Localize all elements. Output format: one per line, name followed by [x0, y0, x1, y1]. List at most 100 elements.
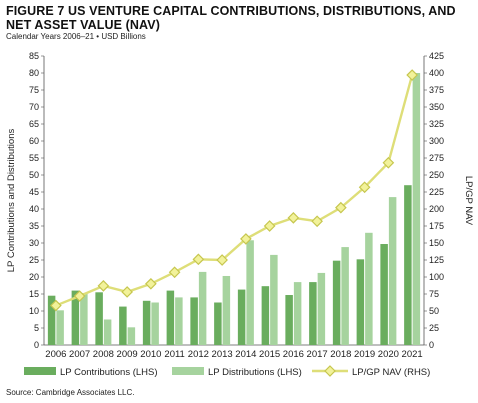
x-tick-label: 2009: [117, 349, 138, 360]
x-tick-label: 2012: [188, 349, 209, 360]
y-tick-label-right: 425: [429, 51, 444, 61]
nav-line-group: [50, 69, 418, 312]
bar-contributions: [190, 297, 198, 345]
y-tick-label-left: 25: [29, 255, 39, 265]
x-tick-label: 2014: [235, 349, 256, 360]
labels-group: 0 5 10 15 20 25 30 35 40 45 50 55 60 65 70 75 80 85 0 25 50 7…: [6, 51, 474, 360]
bar-contributions: [380, 244, 388, 345]
y-tick-label-left: 30: [29, 238, 39, 248]
y-tick-label-right: 225: [429, 187, 444, 197]
source-note: Source: Cambridge Associates LLC.: [6, 388, 135, 397]
y-tick-label-left: 85: [29, 51, 39, 61]
y-tick-label-right: 350: [429, 102, 444, 112]
y-tick-label-left: 50: [29, 170, 39, 180]
y-tick-label-left: 45: [29, 187, 39, 197]
nav-marker: [73, 290, 86, 302]
y-tick-label-left: 15: [29, 289, 39, 299]
nav-marker: [168, 266, 181, 279]
nav-marker: [287, 211, 300, 224]
bar-distributions: [222, 275, 231, 345]
legend-swatch-distributions: [172, 367, 204, 375]
y-tick-label-right: 275: [429, 153, 444, 163]
y-tick-label-left: 20: [29, 272, 39, 282]
y-tick-label-right: 325: [429, 119, 444, 129]
y-tick-label-left: 70: [29, 102, 39, 112]
y-axis-title-right: LP/GP NAV: [463, 176, 474, 226]
x-tick-label: 2008: [93, 349, 114, 360]
bar-distributions: [317, 272, 326, 345]
bar-distributions: [293, 282, 302, 345]
y-tick-label-right: 0: [429, 340, 434, 350]
bars-group: [47, 73, 421, 345]
y-tick-label-right: 100: [429, 272, 444, 282]
nav-marker: [358, 181, 371, 194]
x-tick-label: 2016: [283, 349, 304, 360]
bar-distributions: [80, 292, 88, 345]
bar-contributions: [285, 295, 293, 345]
nav-marker: [335, 201, 347, 214]
y-tick-label-left: 55: [29, 153, 39, 163]
y-tick-label-left: 60: [29, 136, 39, 146]
bar-distributions: [412, 73, 421, 345]
bar-contributions: [47, 295, 56, 345]
legend: LP Contributions (LHS) LP Distributions (…: [24, 365, 430, 378]
nav-marker: [121, 286, 133, 298]
y-tick-label-right: 25: [429, 323, 439, 333]
bar-distributions: [127, 327, 136, 345]
y-tick-label-right: 400: [429, 68, 444, 78]
y-tick-label-right: 50: [429, 306, 439, 316]
bar-contributions: [119, 306, 127, 345]
y-tick-label-left: 5: [34, 323, 39, 333]
bar-contributions: [214, 302, 222, 345]
nav-marker: [192, 253, 205, 266]
bar-distributions: [270, 254, 278, 345]
nav-marker: [216, 254, 228, 266]
bar-contributions: [71, 290, 80, 345]
bar-distributions: [246, 240, 254, 345]
bar-distributions: [151, 302, 159, 345]
bar-contributions: [404, 185, 412, 345]
x-tick-label: 2011: [164, 349, 184, 360]
nav-line: [55, 74, 414, 307]
x-tick-label: 2010: [140, 349, 161, 360]
y-tick-label-right: 125: [429, 255, 444, 265]
bar-distributions: [365, 232, 373, 345]
y-tick-label-right: 300: [429, 136, 444, 146]
bar-contributions: [237, 289, 246, 345]
bar-contributions: [356, 259, 365, 345]
bar-distributions: [341, 247, 349, 345]
x-tick-label: 2013: [212, 349, 233, 360]
nav-marker: [263, 220, 276, 232]
x-tick-label: 2019: [354, 349, 375, 360]
legend-swatch-contributions: [24, 367, 56, 375]
nav-marker: [240, 233, 252, 245]
x-tick-label: 2020: [378, 349, 399, 360]
legend-label-contributions: LP Contributions (LHS): [60, 367, 158, 378]
legend-marker-nav: [324, 365, 336, 377]
x-tick-label: 2006: [45, 349, 66, 360]
nav-marker: [145, 277, 157, 290]
bar-contributions: [142, 300, 151, 345]
bar-contributions: [309, 282, 317, 345]
y-tick-label-left: 0: [34, 340, 39, 350]
y-axis-title-left: LP Contributions and Distributions: [6, 129, 17, 273]
bar-contributions: [332, 260, 341, 345]
bar-distributions: [175, 297, 183, 345]
nav-marker: [406, 69, 418, 81]
bar-contributions: [166, 290, 175, 345]
y-tick-label-left: 65: [29, 119, 39, 129]
y-tick-label-left: 35: [29, 221, 39, 231]
nav-marker: [50, 299, 62, 312]
bar-contributions: [261, 286, 270, 345]
bar-contributions: [95, 292, 103, 345]
bar-distributions: [198, 271, 207, 345]
x-tick-label: 2021: [402, 349, 423, 360]
nav-marker: [311, 215, 323, 228]
nav-marker: [97, 279, 110, 292]
bar-distributions: [103, 319, 112, 345]
x-tick-label: 2017: [307, 349, 328, 360]
y-tick-label-left: 75: [29, 85, 39, 95]
y-tick-label-right: 250: [429, 170, 444, 180]
y-tick-label-left: 40: [29, 204, 39, 214]
y-tick-label-right: 200: [429, 204, 444, 214]
